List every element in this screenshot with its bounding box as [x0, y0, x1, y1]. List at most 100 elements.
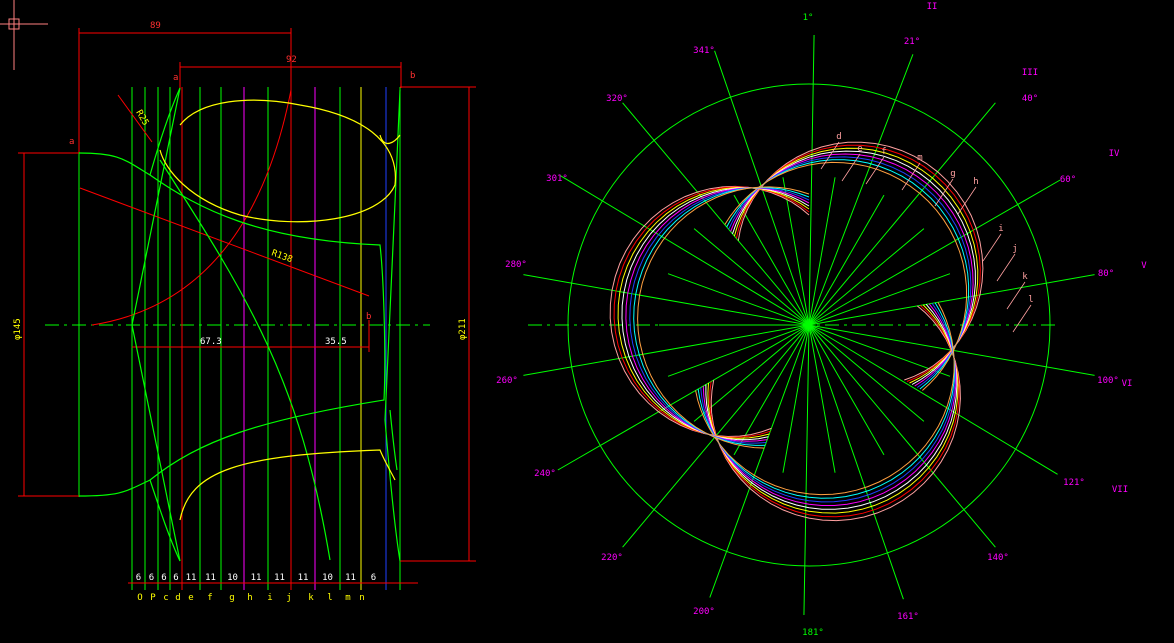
radial-line-inner: [808, 177, 836, 326]
roman-label: III: [1022, 68, 1038, 78]
angle-label: 240°: [534, 469, 556, 479]
crosshair-cursor-icon: [0, 0, 48, 70]
section-letter: c: [163, 593, 168, 603]
label-a-left: a: [69, 137, 74, 147]
curve-letter: i: [998, 224, 1003, 234]
letter-leader: [865, 156, 885, 185]
angle-label: 140°: [987, 553, 1009, 563]
radial-line-inner: [667, 273, 810, 326]
spacing-value: 11: [186, 573, 197, 583]
curve-letters: d e f m g h ij k l: [836, 132, 1033, 305]
meridional-view: 89 92 a b a b 67.3 35.5 R25 R138 φ145 φ2…: [13, 21, 476, 603]
curve-letter: e: [857, 144, 862, 154]
radial-line: [808, 179, 1061, 326]
dim-89: 89: [150, 21, 161, 31]
radial-line: [557, 324, 810, 471]
radial-line: [808, 324, 1058, 475]
spacing-value: 6: [149, 573, 154, 583]
letter-leader: [996, 253, 1016, 282]
angle-label: 121°: [1063, 478, 1085, 488]
dim-d145: φ145: [13, 318, 23, 340]
section-letter: d: [175, 593, 180, 603]
radial-line: [808, 324, 904, 600]
roman-label: IV: [1109, 149, 1120, 159]
blade-plan-line: [724, 161, 968, 391]
section-letter: P: [150, 593, 156, 603]
plan-view: 1° 21° 40° 60° 80° 100° 121° 140° 161° 181° 200° 22…: [496, 2, 1147, 638]
letter-leader: [1006, 281, 1026, 310]
spacing-value: 11: [298, 573, 309, 583]
letter-leader: [820, 141, 840, 170]
section-letter: h: [247, 593, 252, 603]
section-letter: i: [267, 593, 272, 603]
curve-letter: m: [917, 153, 922, 163]
dim-35-5: 35.5: [325, 337, 347, 347]
radial-line-inner: [808, 228, 925, 326]
spacing-value: 6: [371, 573, 376, 583]
blade-plan-curves: [609, 141, 984, 522]
letter-leaders: [820, 141, 1032, 333]
blade-curves: [78, 87, 401, 562]
section-letter: m: [345, 593, 350, 603]
radial-line-inner: [808, 324, 836, 473]
dim-67-3: 67.3: [200, 337, 222, 347]
radial-line: [808, 35, 815, 326]
spacing-value: 11: [205, 573, 216, 583]
radial-line: [523, 324, 810, 376]
curve-letter: h: [973, 177, 978, 187]
radial-line: [808, 274, 1095, 326]
spacing-value: 11: [274, 573, 285, 583]
spacing-values: 6 6 6 6 11 11 10 11 11 11 10 11 6: [136, 573, 376, 583]
radial-line: [808, 54, 914, 326]
spacing-value: 6: [136, 573, 141, 583]
radial-line: [622, 102, 810, 326]
angle-label: 280°: [505, 260, 527, 270]
angle-labels: 1° 21° 40° 60° 80° 100° 121° 140° 161° 181° 200° 22…: [496, 13, 1119, 638]
radial-line: [803, 324, 810, 615]
letter-leader: [982, 233, 1002, 262]
curve-letter: g: [950, 169, 955, 179]
curve-letter: f: [881, 147, 886, 157]
radial-line-inner: [808, 324, 885, 456]
radial-line: [709, 324, 810, 598]
roman-label: VII: [1112, 485, 1128, 495]
angle-label: 200°: [693, 607, 715, 617]
angle-label: 1°: [803, 13, 814, 23]
angle-label: 260°: [496, 376, 518, 386]
letter-leader: [934, 178, 954, 207]
roman-label: VI: [1122, 379, 1133, 389]
curve-letter: k: [1022, 272, 1028, 282]
section-letter: j: [286, 593, 291, 603]
angle-label: 100°: [1097, 376, 1119, 386]
section-letter: O: [137, 593, 142, 603]
spacing-value: 10: [227, 573, 238, 583]
radial-line-inner: [782, 177, 810, 326]
radial-line-inner: [693, 228, 810, 326]
radial-line: [808, 324, 996, 548]
angle-label: 40°: [1022, 94, 1038, 104]
spacing-value: 10: [322, 573, 333, 583]
angle-label: 301°: [546, 174, 568, 184]
radial-lines: [523, 35, 1095, 615]
spacing-value: 11: [345, 573, 356, 583]
section-letter: k: [308, 593, 314, 603]
section-letter: g: [229, 593, 234, 603]
section-letter: n: [359, 593, 364, 603]
blade-plan-line: [637, 186, 810, 449]
dim-92: 92: [286, 55, 297, 65]
curve-letter: d: [836, 132, 841, 142]
radial-line-inner: [782, 324, 810, 473]
angle-label: 161°: [897, 612, 919, 622]
angle-label: 341°: [693, 46, 715, 56]
spacing-value: 6: [161, 573, 166, 583]
dim-d211: φ211: [458, 318, 468, 340]
spacing-value: 11: [251, 573, 262, 583]
radial-line-inner: [733, 324, 810, 456]
curve-letter: j: [1012, 244, 1017, 254]
section-letter: e: [188, 593, 193, 603]
section-letter: f: [207, 593, 212, 603]
radial-line: [560, 175, 810, 326]
angle-label: 60°: [1060, 175, 1076, 185]
radial-line: [808, 102, 996, 326]
